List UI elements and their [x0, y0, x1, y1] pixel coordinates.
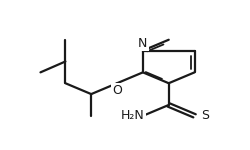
- Text: O: O: [112, 84, 122, 97]
- Text: S: S: [201, 109, 209, 122]
- Text: H₂N: H₂N: [121, 109, 144, 122]
- Text: N: N: [138, 37, 147, 50]
